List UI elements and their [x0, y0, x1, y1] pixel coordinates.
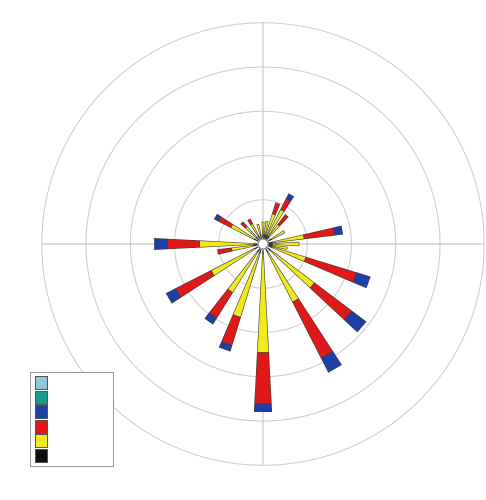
bar-segment-260-class-6 [253, 244, 258, 247]
legend-swatch [35, 405, 48, 420]
bar-segment-315-class-4 [240, 221, 248, 229]
sector-215 [204, 248, 261, 325]
bar-segment-200-class-3 [218, 341, 233, 352]
bar-segment-345-class-6 [259, 234, 263, 239]
bar-segment-330-class-4 [247, 218, 254, 226]
sector-90 [268, 241, 300, 247]
center-hub [257, 238, 269, 250]
legend-swatch [35, 434, 48, 449]
legend-item [35, 419, 109, 435]
bar-segment-180-class-5 [256, 253, 270, 353]
bar-segment-80-class-4 [302, 227, 336, 240]
sector-40 [266, 214, 289, 241]
bar-segment-0-class-6 [262, 234, 264, 239]
sector-130 [266, 247, 367, 333]
bar-segment-345-class-5 [256, 223, 262, 236]
bar-segment-215-class-3 [204, 312, 218, 325]
bar-segment-80-class-6 [268, 241, 273, 244]
bar-segment-0-class-5 [261, 221, 265, 235]
bar-segment-20-class-4 [271, 202, 281, 216]
bar-segment-90-class-6 [268, 243, 273, 245]
bar-segment-270-class-4 [167, 238, 200, 250]
sector-260 [217, 244, 258, 255]
legend-item [35, 376, 109, 391]
sector-345 [256, 223, 263, 239]
sector-200 [218, 249, 262, 352]
legend-item [35, 390, 109, 406]
bar-segment-40-class-4 [277, 214, 289, 227]
bar-segment-300-class-4 [217, 216, 234, 229]
sector-80 [268, 225, 344, 244]
bar-segment-30-class-3 [285, 193, 295, 202]
sector-110 [268, 245, 371, 289]
sector-270 [154, 237, 258, 251]
legend-swatch [35, 448, 48, 463]
bar-segment-130-class-3 [343, 310, 367, 333]
bar-segment-200-class-4 [221, 314, 241, 346]
sector-60 [267, 230, 286, 242]
bar-segment-260-class-4 [217, 247, 233, 255]
bar-segment-150-class-4 [292, 298, 334, 359]
bar-segment-270-class-3 [154, 237, 169, 251]
bar-segment-100-class-5 [271, 244, 288, 250]
sector-240 [165, 246, 259, 304]
bar-segment-80-class-3 [333, 225, 344, 236]
sector-bars [154, 193, 371, 413]
bar-segment-180-class-6 [262, 249, 264, 254]
sector-100 [268, 244, 288, 250]
sector-300 [213, 213, 259, 242]
legend-rows [35, 376, 109, 463]
sector-315 [240, 221, 260, 241]
legend-item [35, 434, 109, 449]
bar-segment-110-class-4 [303, 256, 358, 283]
sector-150 [265, 248, 342, 373]
bar-segment-180-class-4 [254, 352, 272, 405]
speed-legend [30, 372, 114, 467]
bar-segment-300-class-3 [213, 213, 222, 222]
legend-swatch [35, 390, 48, 405]
bar-segment-240-class-4 [175, 270, 215, 298]
bar-segment-90-class-5 [272, 241, 300, 247]
bar-segment-60-class-5 [270, 230, 286, 241]
bar-segment-150-class-3 [320, 351, 342, 373]
sector-330 [247, 218, 261, 240]
polar-grid [41, 22, 485, 466]
bar-segment-270-class-6 [253, 243, 258, 245]
sector-20 [264, 202, 281, 239]
sector-0 [261, 221, 265, 239]
bar-segment-240-class-3 [165, 288, 182, 304]
sector-180 [253, 249, 273, 413]
bar-segment-110-class-3 [352, 272, 371, 289]
bar-segment-10-class-5 [263, 221, 269, 236]
legend-item [35, 405, 109, 420]
legend-item [35, 448, 109, 464]
bar-segment-215-class-4 [208, 288, 234, 319]
legend-swatch [35, 419, 48, 434]
bar-segment-240-class-5 [210, 247, 256, 277]
bar-segment-180-class-3 [253, 403, 273, 413]
sector-10 [263, 221, 269, 239]
legend-swatch [35, 376, 48, 391]
sector-30 [265, 193, 295, 240]
